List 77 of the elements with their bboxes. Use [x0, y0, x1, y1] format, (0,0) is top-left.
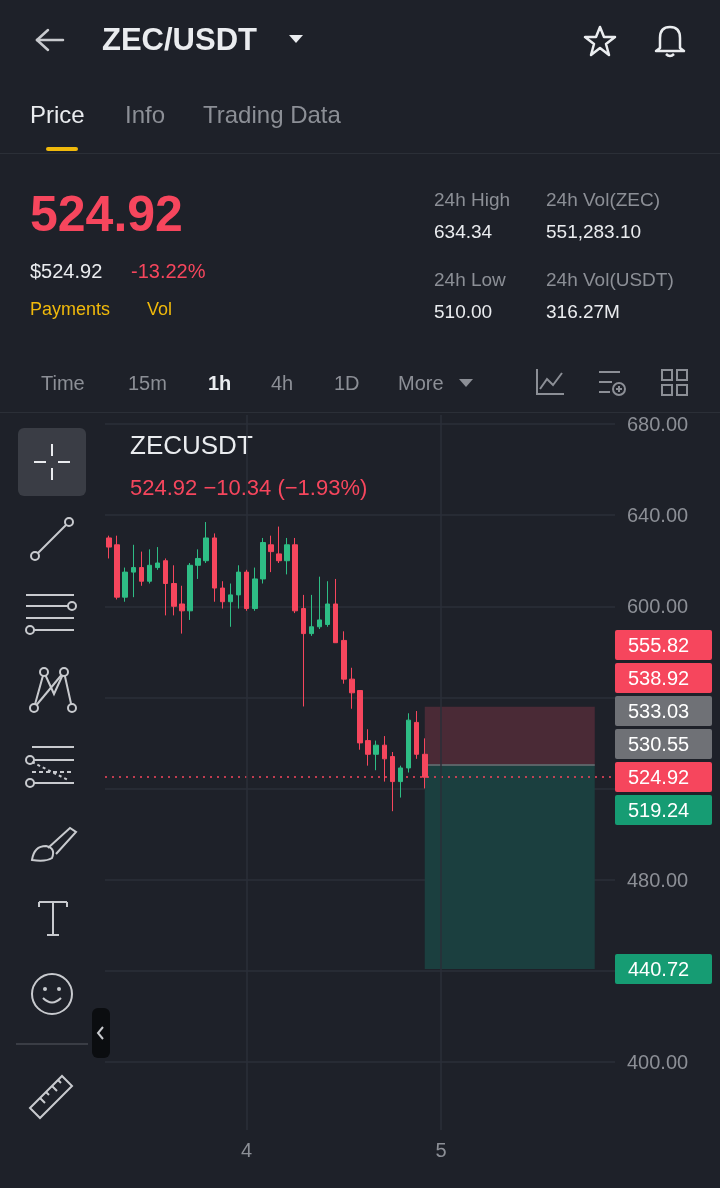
candlestick [309, 594, 314, 637]
y-tick-label: 640.00 [627, 504, 689, 527]
y-tick-label: 400.00 [627, 1050, 689, 1073]
text: 533.03 [615, 696, 712, 727]
candlestick [260, 537, 266, 584]
candlestick [195, 548, 201, 580]
text: 538.92 [615, 663, 712, 694]
candlestick [414, 710, 419, 760]
candlestick [171, 564, 177, 616]
candlestick [341, 630, 347, 685]
candlestick [147, 548, 152, 584]
candlestick [244, 569, 249, 612]
text: Info [125, 101, 166, 129]
text: 4h [271, 371, 294, 395]
candlestick [325, 580, 330, 628]
candlestick [390, 751, 395, 812]
legend-label: 530.55 [615, 729, 712, 760]
text: Time [41, 371, 85, 395]
candlestick [398, 765, 403, 799]
candlestick [220, 580, 225, 610]
candlestick [131, 544, 136, 598]
candlestick [349, 667, 355, 710]
text: ZECUSDT [130, 430, 253, 461]
text: Vol [147, 298, 173, 320]
candlestick [155, 546, 160, 571]
candlestick [236, 564, 241, 610]
text: 24h High [434, 189, 511, 211]
y-tick-label: 680.00 [627, 413, 689, 436]
text: 24h Vol(ZEC) [546, 189, 661, 211]
text: 24h Vol(USDT) [546, 269, 674, 291]
candlestick [203, 521, 209, 564]
candlestick [139, 551, 144, 587]
candlestick [357, 690, 363, 751]
text: 1h [208, 371, 232, 395]
candlestick [333, 578, 338, 644]
text: 510.00 [434, 301, 493, 323]
candlestick [284, 537, 290, 575]
text: More [398, 371, 444, 395]
text: Price [30, 101, 85, 129]
candlestick [179, 585, 185, 635]
text: 1D [334, 371, 360, 395]
x-tick-label: 5 [435, 1139, 447, 1161]
candlestick [114, 535, 120, 600]
candlestick [276, 526, 282, 564]
candlestick [301, 594, 306, 707]
text: $524.92 [30, 259, 103, 283]
ref-line-label: 524.92 [615, 762, 712, 793]
y-tick-label: 480.00 [627, 868, 689, 891]
text: Payments [30, 298, 111, 320]
candlestick [317, 576, 322, 630]
candlestick [268, 535, 274, 573]
text: 15m [128, 371, 167, 395]
x-tick-label: 4 [241, 1139, 253, 1161]
text: 555.82 [615, 630, 712, 661]
text: 519.24 [615, 795, 712, 826]
candlestick [406, 712, 411, 773]
candlestick [106, 535, 112, 559]
text: -13.22% [131, 259, 206, 283]
candlestick [122, 567, 128, 603]
candlestick [228, 583, 233, 628]
y-tick-label: 600.00 [627, 595, 689, 618]
annotation: 524.92 −10.34 (−1.93%) [130, 475, 368, 501]
candlestick [373, 740, 379, 771]
candlestick [292, 537, 298, 614]
text: Trading Data [203, 101, 341, 129]
text: 524.92 [30, 186, 183, 244]
candlestick [252, 567, 258, 612]
candlestick [212, 532, 217, 603]
chart-title: ZEC/USDT [102, 22, 257, 58]
text: 551,283.10 [546, 221, 642, 243]
text: 24h Low [434, 269, 506, 291]
text: 316.27M [546, 301, 620, 323]
candlestick [163, 557, 168, 616]
candlestick [187, 562, 193, 621]
band-label: 440.72 [615, 953, 712, 984]
text: 634.34 [434, 221, 493, 243]
candlestick [365, 728, 371, 767]
